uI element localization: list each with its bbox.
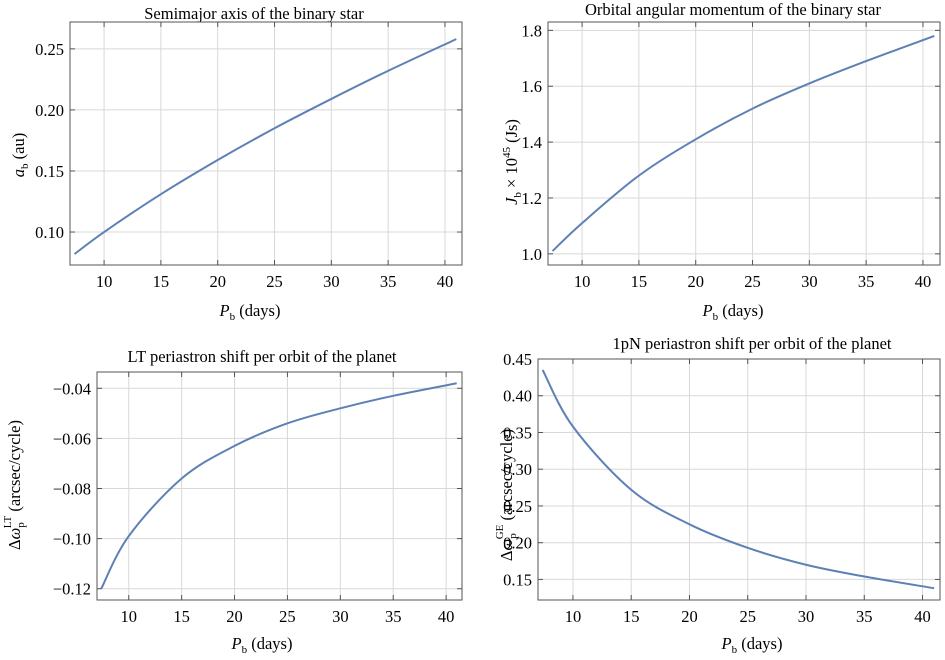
x-tick-label: 30 (798, 607, 815, 626)
y-tick-label: 0.20 (35, 101, 64, 120)
y-axis-label: ΔωpGE (arcsec/cycle) (494, 429, 519, 561)
x-tick-label: 10 (120, 607, 137, 626)
series-line (551, 35, 935, 252)
panel-semimajor-axis: Semimajor axis of the binary star 10 15 20… (9, 4, 463, 323)
x-tick-label: 40 (914, 607, 931, 626)
series-line (100, 382, 457, 590)
x-tick-label: 35 (385, 607, 402, 626)
x-tick-label: 35 (856, 607, 873, 626)
x-axis-label: Pb (days) (702, 301, 764, 323)
panel-title: Orbital angular momentum of the binary s… (585, 0, 882, 19)
y-tick-label: 0.15 (35, 162, 64, 181)
x-tick-label: 25 (279, 607, 296, 626)
x-axis-label: Pb (days) (231, 634, 293, 656)
y-tick-label: 1.6 (521, 77, 542, 96)
y-tick-label: 0.25 (35, 40, 64, 59)
x-tick-label: 15 (153, 272, 170, 291)
y-tick-label: −0.10 (53, 530, 91, 549)
y-tick-label: 1.8 (521, 21, 542, 40)
y-tick-label: 0.30 (503, 460, 532, 479)
x-tick-label: 35 (380, 272, 397, 291)
x-tick-label: 10 (96, 272, 113, 291)
plot-frame (69, 21, 463, 266)
x-tick-label: 15 (631, 272, 648, 291)
plot-frame (537, 358, 941, 601)
panel-angular-momentum: Orbital angular momentum of the binary s… (501, 0, 941, 323)
x-axis-label: Pb (days) (219, 301, 281, 323)
plot-frame (547, 21, 941, 266)
plot-area: 10 15 20 25 30 35 40 −0.12 −0.10 −0.08 −0.06 −0.04 (53, 371, 463, 626)
x-tick-label: 25 (266, 272, 283, 291)
x-tick-label: 40 (915, 272, 932, 291)
y-axis-label: ab (au) (9, 133, 31, 177)
y-axis-label: ΔωpLT (arcsec/cycle) (2, 420, 27, 550)
panel-title: LT periastron shift per orbit of the pla… (128, 347, 397, 366)
y-tick-label: 0.25 (503, 497, 532, 516)
series-line (541, 369, 935, 590)
y-tick-label: 1.2 (521, 189, 542, 208)
y-tick-label: −0.08 (53, 480, 91, 499)
x-tick-label: 25 (744, 272, 761, 291)
x-tick-label: 20 (687, 272, 704, 291)
x-tick-label: 20 (209, 272, 226, 291)
panel-lt-periastron-shift: LT periastron shift per orbit of the pla… (2, 347, 463, 656)
x-tick-label: 15 (173, 607, 190, 626)
y-tick-label: 0.10 (35, 223, 64, 242)
y-tick-label: 1.4 (521, 133, 542, 152)
plot-area: 10 15 20 25 30 35 40 1.0 1.2 1.4 1.6 1.8 (521, 21, 941, 291)
panel-title: 1pN periastron shift per orbit of the pl… (612, 334, 891, 353)
y-tick-label: 1.0 (521, 245, 542, 264)
x-tick-label: 35 (858, 272, 875, 291)
x-tick-label: 20 (226, 607, 243, 626)
x-tick-label: 20 (681, 607, 698, 626)
plot-area: 10 15 20 25 30 35 40 0.10 0.15 0.20 0.25 (35, 21, 463, 291)
x-axis-label: Pb (days) (721, 634, 783, 656)
x-tick-label: 30 (332, 607, 349, 626)
x-tick-label: 30 (323, 272, 340, 291)
panel-1pn-periastron-shift: 1pN periastron shift per orbit of the pl… (494, 334, 941, 656)
y-tick-label: −0.06 (53, 429, 91, 448)
x-tick-label: 10 (574, 272, 591, 291)
y-axis-label: Jb × 1045 (Js) (501, 119, 524, 205)
x-tick-label: 10 (565, 607, 582, 626)
plot-area: 10 15 20 25 30 35 40 0.15 0.20 0.25 0.30 0.35 0.40 0.… (503, 350, 941, 626)
x-tick-label: 40 (438, 607, 455, 626)
plot-frame (96, 371, 463, 601)
y-tick-label: 0.15 (503, 570, 532, 589)
x-tick-label: 40 (437, 272, 454, 291)
series-line (73, 38, 457, 255)
y-tick-label: 0.45 (503, 350, 532, 369)
y-tick-label: 0.20 (503, 534, 532, 553)
y-tick-label: 0.35 (503, 423, 532, 442)
y-tick-label: −0.12 (53, 580, 91, 599)
y-tick-label: −0.04 (53, 379, 91, 398)
x-tick-label: 25 (739, 607, 756, 626)
y-tick-label: 0.40 (503, 387, 532, 406)
panel-title: Semimajor axis of the binary star (144, 4, 364, 23)
x-tick-label: 15 (623, 607, 640, 626)
x-tick-label: 30 (801, 272, 818, 291)
